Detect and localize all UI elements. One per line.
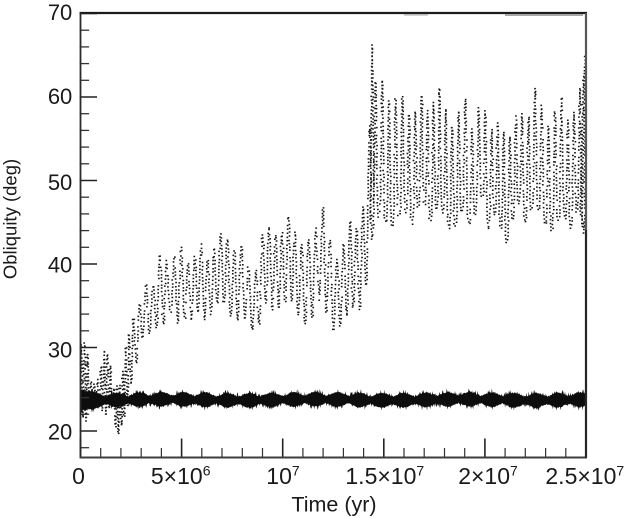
svg-text:Time (yr): Time (yr) [291,493,376,517]
svg-text:2×107: 2×107 [458,463,518,490]
svg-text:70: 70 [48,0,72,25]
svg-text:20: 20 [48,419,72,444]
svg-text:107: 107 [266,463,300,490]
svg-text:2.5×107: 2.5×107 [545,463,624,490]
svg-text:1.5×107: 1.5×107 [345,463,424,490]
svg-text:60: 60 [48,84,72,109]
svg-text:30: 30 [48,338,72,363]
svg-text:50: 50 [48,170,72,195]
svg-text:5×106: 5×106 [151,463,211,490]
svg-text:Obliquity (deg): Obliquity (deg) [0,159,21,279]
svg-text:40: 40 [48,253,72,278]
svg-text:0: 0 [72,463,85,489]
